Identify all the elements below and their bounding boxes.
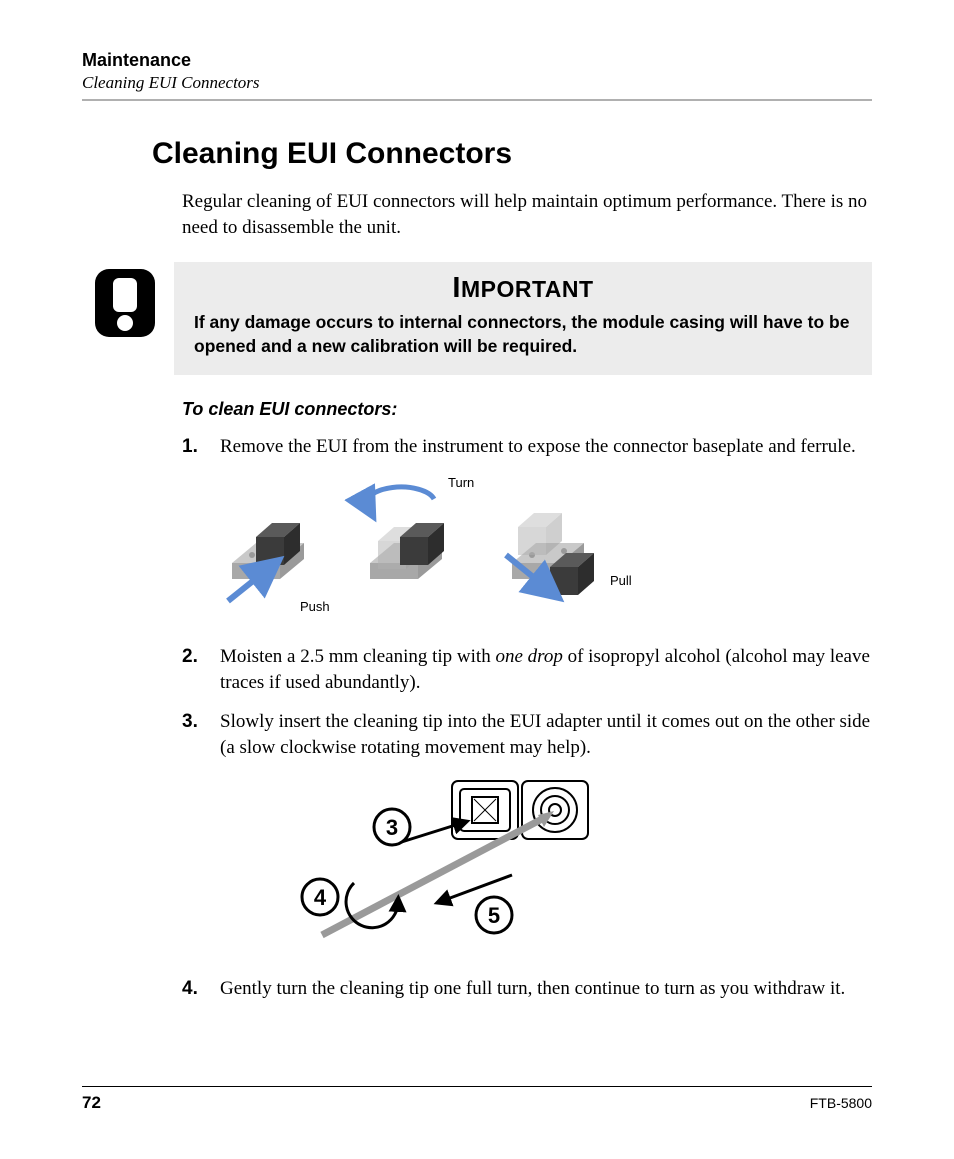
- important-rest: MPORTANT: [461, 276, 594, 302]
- figure-2: 3 4 5: [282, 775, 872, 960]
- figure-2-svg: 3 4 5: [282, 775, 622, 955]
- fig1-label-turn: Turn: [448, 475, 474, 490]
- figure-1-svg: Push: [222, 473, 652, 623]
- footer-page-number: 72: [82, 1093, 101, 1113]
- page-header: Maintenance Cleaning EUI Connectors: [82, 50, 872, 93]
- fig2-circle-4: 4: [302, 879, 338, 915]
- content-area: Cleaning EUI Connectors Regular cleaning…: [82, 137, 872, 1001]
- footer-doc-id: FTB-5800: [810, 1095, 872, 1111]
- fig1-label-pull: Pull: [610, 573, 632, 588]
- step-number: 3.: [182, 709, 208, 760]
- step-3: 3. Slowly insert the cleaning tip into t…: [182, 709, 872, 760]
- step-text: Moisten a 2.5 mm cleaning tip with one d…: [220, 644, 872, 695]
- step-text: Slowly insert the cleaning tip into the …: [220, 709, 872, 760]
- fig2-circle-5: 5: [476, 897, 512, 933]
- step-1: 1. Remove the EUI from the instrument to…: [182, 434, 872, 460]
- step-number: 2.: [182, 644, 208, 695]
- step-text: Remove the EUI from the instrument to ex…: [220, 434, 872, 460]
- step-2-em: one drop: [495, 646, 562, 667]
- fig2-num-4: 4: [314, 885, 327, 910]
- important-label: IMPORTANT: [194, 272, 852, 305]
- step-number: 4.: [182, 976, 208, 1002]
- page-title: Cleaning EUI Connectors: [152, 137, 872, 171]
- step-number: 1.: [182, 434, 208, 460]
- procedure-heading: To clean EUI connectors:: [152, 399, 872, 420]
- fig2-num-3: 3: [386, 815, 398, 840]
- important-icon: [94, 268, 156, 338]
- step-2-pre: Moisten a 2.5 mm cleaning tip with: [220, 646, 495, 667]
- important-callout: IMPORTANT If any damage occurs to intern…: [94, 262, 872, 374]
- step-text: Gently turn the cleaning tip one full tu…: [220, 976, 872, 1002]
- header-section-title: Cleaning EUI Connectors: [82, 73, 872, 93]
- step-2: 2. Moisten a 2.5 mm cleaning tip with on…: [182, 644, 872, 695]
- page-footer: 72 FTB-5800: [82, 1086, 872, 1113]
- fig1-label-push: Push: [300, 599, 330, 614]
- header-chapter: Maintenance: [82, 50, 872, 71]
- step-list: 1. Remove the EUI from the instrument to…: [152, 434, 872, 1002]
- important-initial: I: [452, 272, 461, 304]
- important-text: If any damage occurs to internal connect…: [194, 311, 852, 358]
- footer-rule: [82, 1086, 872, 1087]
- intro-paragraph: Regular cleaning of EUI connectors will …: [152, 189, 872, 240]
- header-rule: [82, 99, 872, 101]
- fig2-num-5: 5: [488, 903, 500, 928]
- important-box: IMPORTANT If any damage occurs to intern…: [174, 262, 872, 374]
- step-4: 4. Gently turn the cleaning tip one full…: [182, 976, 872, 1002]
- figure-1: Push: [222, 473, 872, 628]
- fig2-circle-3: 3: [374, 809, 410, 845]
